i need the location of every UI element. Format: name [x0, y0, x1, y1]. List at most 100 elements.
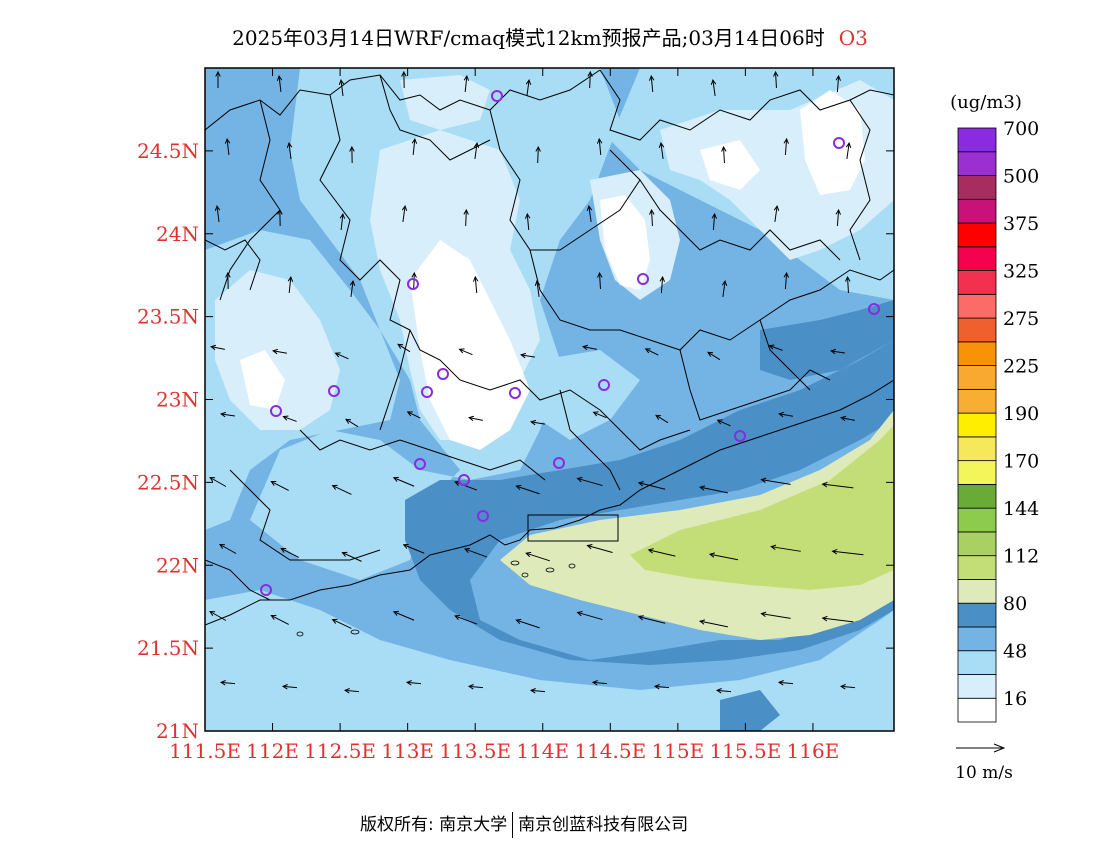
- station-marker: [328, 385, 340, 397]
- concentration-band-pale-2: [215, 270, 340, 430]
- station-markers: [260, 90, 880, 596]
- boundary-line: [599, 69, 894, 141]
- legend-swatch: [957, 674, 997, 699]
- wind-vector: [270, 615, 289, 625]
- legend-swatch: [957, 246, 997, 271]
- wind-vector: [821, 615, 854, 623]
- wind-vector: [219, 680, 236, 686]
- wind-vector: [467, 684, 484, 690]
- legend-swatch: [957, 507, 997, 533]
- boundary-line: [849, 99, 871, 261]
- wind-vector: [473, 141, 480, 159]
- legend-swatch: [957, 388, 997, 414]
- concentration-band-112-144: [630, 425, 894, 590]
- wind-vector: [637, 481, 666, 490]
- x-tick-label: 113E: [381, 739, 434, 763]
- wind-vector: [454, 614, 478, 625]
- wind-vector: [515, 618, 540, 629]
- concentration-band-light-center: [540, 350, 640, 440]
- wind-vector: [711, 212, 717, 231]
- wind-vector: [721, 279, 728, 297]
- wind-vector: [224, 137, 231, 156]
- wind-vector: [760, 611, 791, 619]
- wind-vector: [783, 271, 789, 290]
- legend-label: 170: [1003, 451, 1039, 473]
- concentration-band-dark-southeast: [720, 690, 780, 731]
- legend-swatch: [957, 602, 997, 628]
- wind-vector: [401, 70, 407, 89]
- wind-vector: [770, 544, 801, 552]
- wind-vector: [760, 477, 791, 485]
- station-marker: [270, 405, 282, 417]
- wind-vector: [586, 544, 613, 553]
- boundary-line: [679, 349, 831, 421]
- wind-vector: [576, 610, 603, 621]
- wind-vector: [653, 684, 670, 690]
- legend-swatch: [957, 127, 997, 153]
- wind-vector: [349, 279, 356, 297]
- wind-vector: [287, 275, 294, 294]
- station-marker: [407, 278, 419, 290]
- title-text: 2025年03月14日WRF/cmaq模式12km预报产品;03月14日06时: [232, 26, 825, 50]
- wind-vector: [280, 548, 300, 558]
- wind-vector: [343, 688, 360, 694]
- station-marker: [414, 458, 426, 470]
- wind-vector: [349, 145, 355, 164]
- wind-vector: [341, 551, 362, 562]
- wind-vector: [778, 411, 793, 418]
- wind-vector: [276, 74, 283, 93]
- legend-swatch: [957, 175, 997, 200]
- legend-swatch: [957, 270, 997, 295]
- wind-vector: [582, 344, 597, 351]
- x-tick-label: 115E: [651, 739, 704, 763]
- y-tick-label: 24.5N: [137, 139, 199, 163]
- boundary-line: [529, 249, 894, 351]
- company-text: 南京创蓝科技有限公司: [518, 815, 689, 835]
- wind-vector: [699, 485, 728, 494]
- wind-vector: [525, 78, 532, 96]
- wind-vector: [215, 70, 221, 88]
- legend-swatch: [957, 460, 997, 485]
- station-marker: [637, 273, 649, 285]
- wind-vector: [710, 78, 717, 96]
- legend-label: 112: [1003, 546, 1039, 568]
- wind-vector: [699, 619, 728, 628]
- wind-vector: [530, 419, 545, 426]
- boundary-line: [759, 319, 811, 391]
- boundary-line: [229, 469, 381, 561]
- concentration-band-dark-coast: [405, 340, 894, 665]
- concentration-band-white-2: [600, 195, 650, 290]
- legend-label: 80: [1003, 593, 1027, 615]
- station-marker: [437, 368, 449, 380]
- wind-vector: [411, 137, 418, 156]
- footer-divider: [512, 812, 514, 838]
- wind-vector: [402, 543, 425, 554]
- wind-reference-label: 10 m/s: [955, 763, 1013, 783]
- wind-vector: [468, 415, 483, 422]
- species-label: O3: [838, 26, 868, 50]
- wind-vector: [525, 551, 550, 562]
- wind-vector: [835, 74, 841, 93]
- wind-vector: [715, 688, 732, 694]
- wind-vector: [463, 547, 488, 558]
- wind-vector: [845, 141, 852, 159]
- concentration-field: [205, 68, 894, 731]
- wind-vector: [458, 348, 473, 356]
- x-tick-label: 114.5E: [574, 739, 646, 763]
- wind-vector: [209, 476, 227, 487]
- map-title: 2025年03月14日WRF/cmaq模式12km预报产品;03月14日06时 O…: [0, 22, 1100, 51]
- concentration-band-white-1: [410, 240, 530, 450]
- wind-vector: [649, 208, 655, 227]
- station-marker: [868, 303, 880, 315]
- station-marker: [509, 387, 521, 399]
- wind-vector: [277, 208, 283, 227]
- wind-vector: [286, 141, 293, 159]
- island-shape: [510, 560, 520, 566]
- legend-unit: (ug/m3): [950, 92, 1022, 113]
- boundary-line: [559, 389, 621, 491]
- wind-vector: [716, 419, 731, 427]
- islands-layer: [296, 560, 576, 637]
- wind-vector: [392, 610, 415, 621]
- wind-vector: [659, 275, 665, 294]
